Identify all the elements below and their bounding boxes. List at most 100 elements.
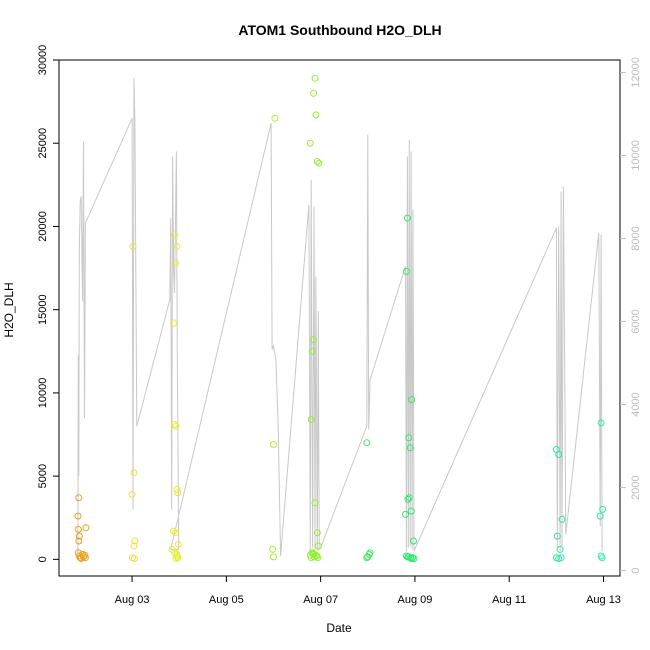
data-point (172, 422, 180, 430)
x-axis-label: Date (326, 621, 352, 635)
data-point (75, 537, 83, 545)
data-point (314, 542, 322, 550)
data-point (270, 441, 277, 448)
data-point (314, 554, 322, 562)
x-tick-label: Aug 09 (397, 594, 432, 606)
data-point (597, 552, 605, 560)
data-point (131, 537, 139, 545)
x-tick-label: Aug 05 (209, 594, 244, 606)
data-point (269, 545, 277, 553)
data-point (405, 494, 413, 502)
y-axis-left: 0 5000 10000 15000 20000 25000 30000 (37, 45, 59, 562)
data-point (596, 512, 604, 520)
data-point (310, 336, 318, 344)
x-tick-label: Aug 03 (115, 594, 150, 606)
data-point (557, 554, 565, 562)
data-point (308, 347, 316, 355)
y-tick-label: 5000 (37, 464, 49, 488)
data-point (306, 139, 314, 147)
data-point (313, 158, 321, 165)
data-point (407, 507, 415, 515)
data-point (310, 89, 318, 97)
altitude-line-layer (77, 78, 603, 557)
data-point (170, 527, 178, 535)
data-point (128, 490, 136, 498)
data-point (402, 510, 409, 518)
data-points-layer (74, 74, 607, 562)
x-tick-label: Aug 07 (303, 594, 338, 606)
data-point (315, 159, 323, 167)
data-point (75, 532, 83, 540)
data-point (310, 553, 318, 561)
data-point (170, 319, 178, 327)
data-point (406, 444, 414, 452)
data-point (405, 434, 413, 442)
data-point (364, 553, 372, 561)
y2-tick-label: 4000 (630, 392, 642, 416)
data-point (402, 267, 410, 275)
data-point (405, 553, 413, 561)
data-point (129, 242, 137, 250)
data-point (410, 537, 417, 545)
data-point (270, 553, 277, 561)
data-point (409, 554, 417, 562)
data-point (403, 214, 411, 222)
data-point (404, 495, 412, 503)
data-point (556, 545, 564, 553)
x-tick-label: Aug 11 (492, 594, 526, 606)
data-point (171, 259, 179, 267)
y-tick-label: 15000 (37, 294, 49, 325)
data-point (74, 512, 82, 520)
data-point (408, 396, 416, 404)
y2-tick-label: 12000 (630, 57, 642, 88)
data-point (271, 114, 279, 122)
y-tick-label: 20000 (37, 211, 49, 242)
data-point (307, 416, 315, 423)
altitude-line (77, 78, 603, 557)
chart-title: ATOM1 Southbound H2O_DLH (238, 22, 441, 38)
data-point (553, 532, 561, 540)
data-point (75, 494, 83, 502)
x-axis: Aug 03 Aug 05 Aug 07 Aug 09 Aug 11 Aug 13 (115, 576, 621, 606)
data-point (311, 74, 319, 82)
data-point (309, 550, 317, 557)
data-point (174, 489, 182, 497)
data-point (597, 419, 605, 427)
data-point (171, 529, 179, 537)
data-point (555, 451, 563, 458)
y2-tick-label: 10000 (630, 140, 642, 171)
data-point (173, 242, 181, 250)
y-tick-label: 25000 (37, 128, 49, 159)
y-tick-label: 0 (37, 556, 49, 562)
data-point (130, 555, 138, 562)
data-point (598, 554, 606, 562)
data-point (173, 485, 181, 493)
data-point (130, 542, 138, 550)
data-point (312, 111, 320, 119)
data-point (558, 515, 566, 523)
y-axis-label: H2O_DLH (2, 282, 16, 337)
data-point (130, 469, 138, 477)
data-point (363, 554, 371, 562)
data-point (406, 554, 414, 562)
data-point (599, 505, 607, 513)
data-point (74, 525, 82, 533)
y2-tick-label: 8000 (630, 226, 642, 250)
y2-tick-label: 2000 (630, 475, 642, 499)
data-point (171, 231, 178, 239)
data-point (171, 421, 178, 428)
data-point (82, 524, 90, 532)
plot-frame (58, 59, 621, 577)
data-point (363, 439, 371, 447)
data-point (81, 554, 89, 562)
y-tick-label: 30000 (37, 45, 49, 76)
x-tick-label: Aug 13 (586, 594, 621, 606)
y2-tick-label: 0 (630, 568, 642, 574)
data-point (313, 529, 321, 537)
data-point (307, 554, 315, 562)
y-axis-right: 0 2000 4000 6000 8000 10000 12000 (620, 57, 642, 574)
data-point (81, 551, 89, 559)
data-point (311, 499, 319, 507)
y2-tick-label: 6000 (630, 309, 642, 333)
